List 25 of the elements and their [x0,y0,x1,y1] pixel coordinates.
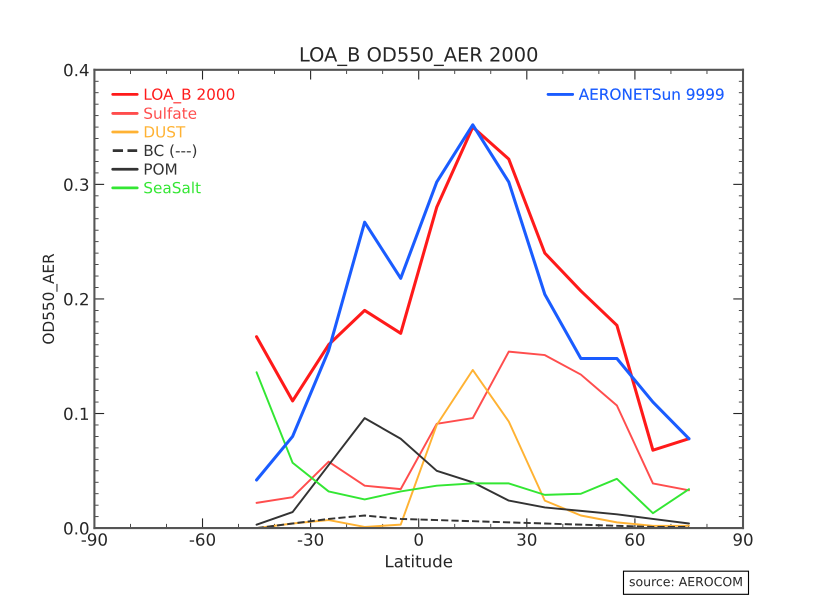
x-tick-label: -30 [298,533,324,546]
line-series [256,350,690,504]
y-tick-label: 0.0 [64,522,88,535]
legend-label: BC (---) [144,144,196,158]
x-tick-label: 30 [517,533,536,546]
x-tick-label: 90 [733,533,752,546]
y-tick-label: 0.1 [64,407,88,420]
legend-label: Sulfate [144,107,196,119]
y-tick-label: 0.3 [64,178,88,191]
line-series [256,417,690,526]
x-axis-title: Latitude [386,554,452,568]
x-tick-label: -60 [190,533,216,546]
legend-label: SeaSalt [144,182,201,194]
y-tick-label: 0.2 [64,292,88,306]
y-tick-label: 0.4 [64,64,89,76]
y-axis-title: OD550_AER [42,254,58,344]
source-note: source: AEROCOM [630,576,742,586]
chart-title: LOA_B OD550_AER 2000 [300,47,538,66]
legend-label: LOA_B 2000 [144,88,234,104]
x-tick-label: 60 [625,533,644,546]
legend-label: DUST [144,126,186,138]
x-tick-label: -90 [82,533,107,546]
legend-label: POM [144,163,176,175]
x-tick-label: 0 [414,533,423,546]
legend-label: AERONETSun 9999 [578,88,724,100]
